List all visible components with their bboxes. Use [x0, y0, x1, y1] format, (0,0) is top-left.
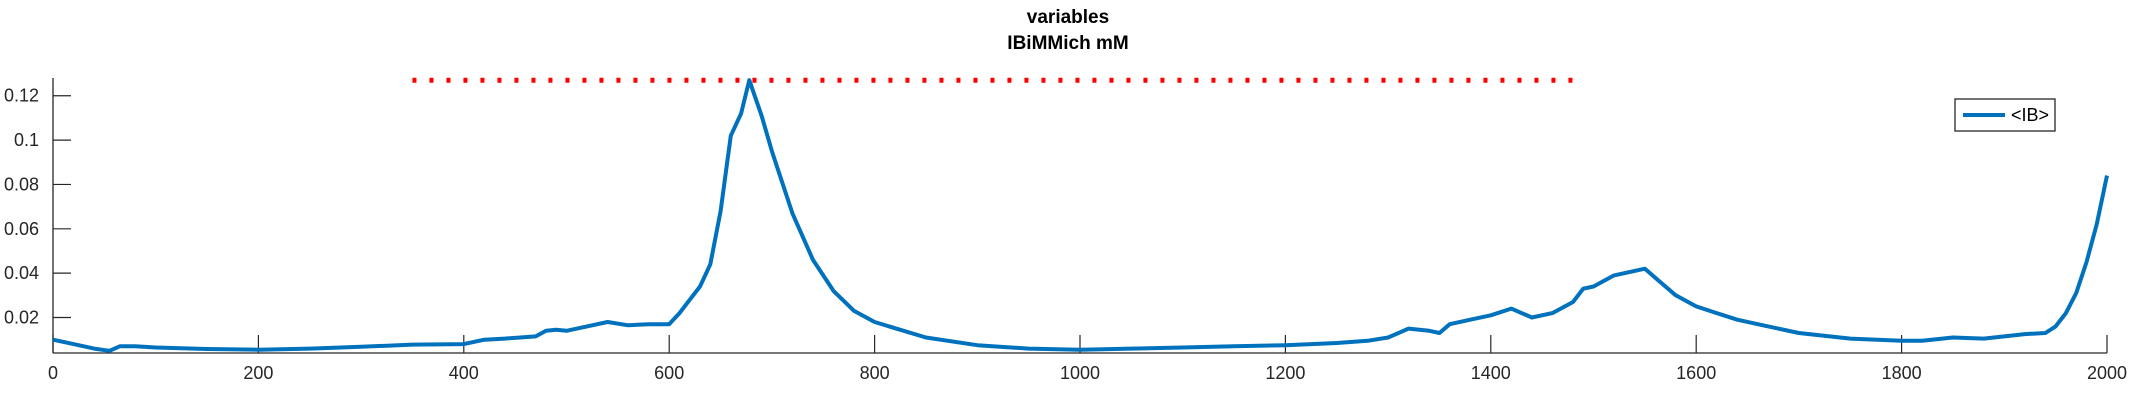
x-tick-label: 200: [243, 363, 273, 383]
y-tick-label: 0.02: [4, 308, 39, 328]
x-tick-label: 1400: [1471, 363, 1511, 383]
x-tick-label: 400: [449, 363, 479, 383]
series-line-0: [52, 78, 2109, 353]
y-tick-label: 0.1: [14, 130, 39, 150]
x-tick-label: 0: [48, 363, 58, 383]
chart-title: variables: [1027, 7, 1109, 28]
axes: 0 200 400 600 800 1000 1200 1400 1600 1800 2000 0.0…: [4, 78, 2127, 383]
x-tick-label: 1000: [1060, 363, 1100, 383]
y-tick-label: 0.04: [4, 263, 39, 283]
legend: <IB>: [1954, 98, 2056, 132]
x-tick-label: 1600: [1676, 363, 1716, 383]
y-tick-label: 0.06: [4, 219, 39, 239]
plot-area: [52, 77, 2109, 353]
x-tick-label: 800: [860, 363, 890, 383]
chart-subtitle: IBiMMich mM: [1007, 33, 1128, 54]
y-tick-label: 0.08: [4, 174, 39, 194]
legend-label: <IB>: [2011, 105, 2049, 125]
y-tick-label: 0.12: [4, 86, 39, 106]
x-tick-label: 1200: [1265, 363, 1305, 383]
x-tick-label: 1800: [1882, 363, 1922, 383]
x-tick-label: 600: [654, 363, 684, 383]
x-tick-label: 2000: [2087, 363, 2127, 383]
